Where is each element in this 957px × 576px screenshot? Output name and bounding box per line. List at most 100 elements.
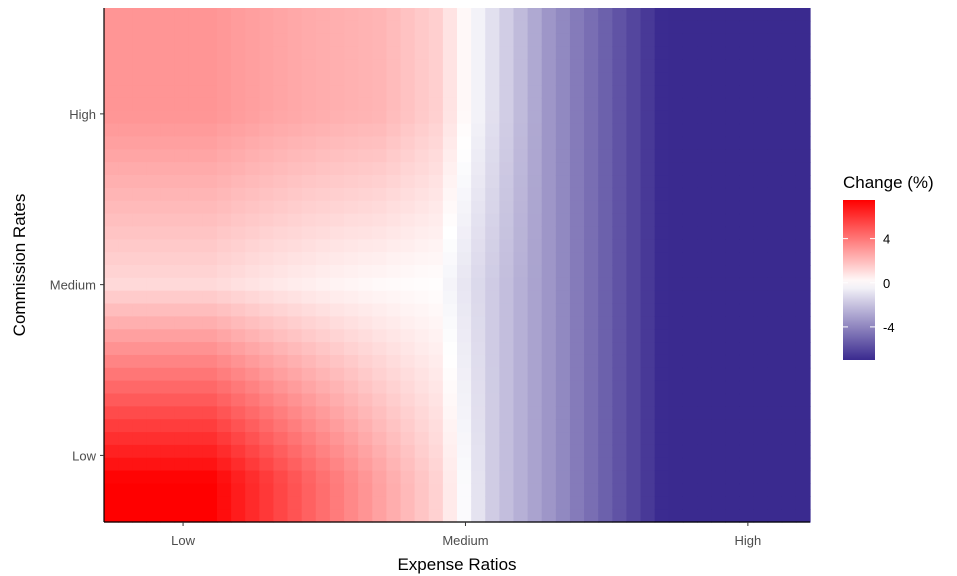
heatmap-cell <box>795 470 811 485</box>
heatmap-cell <box>301 252 317 266</box>
heatmap-cell <box>457 380 472 395</box>
heatmap-cell <box>697 187 712 202</box>
heatmap-cell <box>315 457 331 472</box>
heatmap-cell <box>598 226 613 240</box>
heatmap-cell <box>795 509 811 523</box>
heatmap-cell <box>273 175 289 189</box>
legend-tick-label: 0 <box>883 276 890 291</box>
heatmap-cell <box>711 213 726 228</box>
heatmap-cell <box>725 8 740 22</box>
heatmap-cell <box>202 406 218 420</box>
heatmap-cell <box>640 59 656 73</box>
heatmap-cell <box>358 136 373 150</box>
heatmap-cell <box>541 393 557 407</box>
heatmap-cell <box>626 393 642 407</box>
heatmap-cell <box>315 200 331 215</box>
heatmap-cell <box>457 213 472 228</box>
heatmap-cell <box>499 46 515 60</box>
heatmap-cell <box>118 33 133 48</box>
heatmap-cell <box>160 123 176 138</box>
heatmap-cell <box>315 316 331 330</box>
heatmap-cell <box>344 444 359 459</box>
heatmap-cell <box>372 213 387 228</box>
heatmap-cell <box>767 290 783 305</box>
heatmap-cell <box>753 226 769 240</box>
heatmap-cell <box>471 239 486 253</box>
heatmap-cell <box>358 59 373 73</box>
heatmap-cell <box>781 46 797 60</box>
heatmap-cell <box>273 483 289 497</box>
heatmap-cell <box>146 316 162 330</box>
heatmap-cell <box>725 213 740 228</box>
heatmap-cell <box>485 33 500 48</box>
heatmap-cell <box>216 252 232 266</box>
heatmap-cell <box>555 265 571 279</box>
heatmap-cell <box>231 277 246 292</box>
heatmap-cell <box>513 110 529 125</box>
heatmap-cell <box>612 354 628 369</box>
heatmap-cell <box>598 457 613 472</box>
heatmap-cell <box>160 303 176 317</box>
heatmap-cell <box>584 303 599 317</box>
heatmap-cell <box>104 329 119 343</box>
heatmap-cell <box>372 393 387 407</box>
heatmap-cell <box>781 342 797 356</box>
heatmap-cell <box>513 72 529 86</box>
heatmap-cell <box>739 316 755 330</box>
heatmap-cell <box>485 97 500 112</box>
heatmap-cell <box>245 46 260 60</box>
heatmap-cell <box>259 8 275 22</box>
heatmap-cell <box>485 393 500 407</box>
heatmap-cell <box>301 162 317 176</box>
heatmap-cell <box>555 342 571 356</box>
heatmap-cell <box>231 213 246 228</box>
heatmap-cell <box>358 277 373 292</box>
heatmap-cell <box>541 8 557 22</box>
heatmap-cell <box>442 33 458 48</box>
heatmap-cell <box>682 419 698 433</box>
heatmap-cell <box>372 496 387 510</box>
heatmap-cell <box>216 226 232 240</box>
heatmap-cell <box>188 265 204 279</box>
heatmap-cell <box>146 85 162 99</box>
heatmap-cell <box>654 483 670 497</box>
heatmap-cell <box>386 329 402 343</box>
heatmap-cell <box>612 303 628 317</box>
heatmap-cell <box>245 496 260 510</box>
heatmap-cell <box>400 97 416 112</box>
heatmap-cell <box>612 316 628 330</box>
heatmap-cell <box>795 33 811 48</box>
heatmap-cell <box>400 72 416 86</box>
heatmap-cell <box>104 354 119 369</box>
heatmap-cell <box>668 265 684 279</box>
heatmap-cell <box>668 432 684 446</box>
heatmap-cell <box>104 470 119 485</box>
heatmap-cell <box>400 59 416 73</box>
heatmap-cell <box>104 149 119 163</box>
heatmap-cell <box>612 72 628 86</box>
heatmap-cell <box>781 20 797 35</box>
heatmap-cell <box>569 149 585 163</box>
heatmap-cell <box>301 457 317 472</box>
heatmap-cell <box>527 123 543 138</box>
heatmap-cell <box>767 509 783 523</box>
heatmap-cell <box>245 149 260 163</box>
heatmap-cell <box>739 123 755 138</box>
heatmap-cell <box>442 110 458 125</box>
heatmap-cell <box>104 380 119 395</box>
heatmap-cell <box>584 20 599 35</box>
heatmap-cell <box>301 316 317 330</box>
heatmap-cell <box>315 483 331 497</box>
heatmap-cell <box>231 367 246 382</box>
heatmap-cell <box>287 265 303 279</box>
heatmap-cell <box>711 393 726 407</box>
heatmap-cell <box>287 483 303 497</box>
heatmap-cell <box>245 483 260 497</box>
heatmap-cell <box>287 496 303 510</box>
heatmap-cell <box>344 265 359 279</box>
heatmap-cell <box>471 470 486 485</box>
heatmap-cell <box>612 226 628 240</box>
heatmap-cell <box>442 367 458 382</box>
heatmap-cell <box>697 85 712 99</box>
heatmap-cell <box>541 162 557 176</box>
